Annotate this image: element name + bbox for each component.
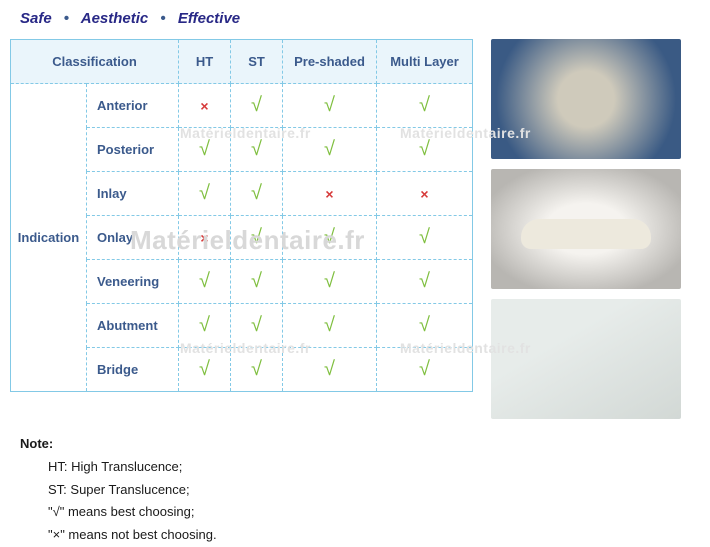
cross-icon: ×: [200, 230, 208, 246]
cell-st: √: [231, 216, 283, 260]
row-label: Veneering: [87, 260, 179, 304]
check-icon: √: [419, 314, 430, 336]
check-icon: √: [419, 138, 430, 160]
product-image-3: [491, 299, 681, 419]
cell-pre: √: [283, 128, 377, 172]
cell-multi: √: [377, 304, 473, 348]
check-icon: √: [199, 138, 210, 160]
check-icon: √: [419, 358, 430, 380]
check-icon: √: [324, 226, 335, 248]
check-icon: √: [419, 226, 430, 248]
check-icon: √: [251, 314, 262, 336]
check-icon: √: [251, 94, 262, 116]
row-label: Onlay: [87, 216, 179, 260]
col-st: ST: [231, 40, 283, 84]
cross-icon: ×: [420, 186, 428, 202]
main-content: Classification HT ST Pre-shaded Multi La…: [10, 39, 700, 419]
row-label: Inlay: [87, 172, 179, 216]
classification-table: Classification HT ST Pre-shaded Multi La…: [10, 39, 473, 392]
image-column: [491, 39, 700, 419]
note-line: HT: High Translucence;: [20, 456, 700, 479]
header-word-effective: Effective: [178, 10, 240, 27]
cell-st: √: [231, 348, 283, 392]
cell-pre: √: [283, 348, 377, 392]
col-classification: Classification: [11, 40, 179, 84]
check-icon: √: [324, 138, 335, 160]
row-label: Bridge: [87, 348, 179, 392]
header-word-safe: Safe: [20, 10, 52, 27]
cell-ht: ×: [179, 84, 231, 128]
cell-multi: √: [377, 348, 473, 392]
cell-multi: √: [377, 260, 473, 304]
cell-st: √: [231, 304, 283, 348]
check-icon: √: [324, 358, 335, 380]
col-multi: Multi Layer: [377, 40, 473, 84]
header-dot-icon: •: [160, 10, 165, 27]
cell-ht: √: [179, 128, 231, 172]
header-dot-icon: •: [64, 10, 69, 27]
check-icon: √: [251, 138, 262, 160]
cell-pre: √: [283, 304, 377, 348]
check-icon: √: [251, 358, 262, 380]
check-icon: √: [251, 270, 262, 292]
product-image-2: [491, 169, 681, 289]
note-line: "√" means best choosing;: [20, 501, 700, 524]
check-icon: √: [199, 182, 210, 204]
check-icon: √: [199, 314, 210, 336]
cell-multi: √: [377, 128, 473, 172]
row-label: Posterior: [87, 128, 179, 172]
check-icon: √: [419, 270, 430, 292]
cell-ht: √: [179, 260, 231, 304]
cross-icon: ×: [200, 98, 208, 114]
cell-st: √: [231, 260, 283, 304]
cell-ht: √: [179, 172, 231, 216]
header-tagline: Safe • Aesthetic • Effective: [10, 10, 700, 27]
cell-st: √: [231, 172, 283, 216]
cell-pre: √: [283, 260, 377, 304]
cell-pre: √: [283, 216, 377, 260]
note-line: ST: Super Translucence;: [20, 479, 700, 502]
check-icon: √: [324, 270, 335, 292]
notes-heading: Note:: [20, 433, 700, 456]
table-row: IndicationAnterior×√√√: [11, 84, 473, 128]
cell-st: √: [231, 84, 283, 128]
cell-ht: ×: [179, 216, 231, 260]
check-icon: √: [324, 94, 335, 116]
cell-st: √: [231, 128, 283, 172]
cell-ht: √: [179, 304, 231, 348]
row-label: Abutment: [87, 304, 179, 348]
check-icon: √: [199, 270, 210, 292]
product-image-1: [491, 39, 681, 159]
cell-multi: √: [377, 84, 473, 128]
cross-icon: ×: [325, 186, 333, 202]
col-ht: HT: [179, 40, 231, 84]
cell-multi: √: [377, 216, 473, 260]
cell-ht: √: [179, 348, 231, 392]
col-pre: Pre-shaded: [283, 40, 377, 84]
header-word-aesthetic: Aesthetic: [81, 10, 149, 27]
cell-multi: ×: [377, 172, 473, 216]
row-label: Anterior: [87, 84, 179, 128]
notes-section: Note: HT: High Translucence; ST: Super T…: [10, 433, 700, 547]
table-header-row: Classification HT ST Pre-shaded Multi La…: [11, 40, 473, 84]
check-icon: √: [251, 226, 262, 248]
classification-table-wrap: Classification HT ST Pre-shaded Multi La…: [10, 39, 473, 419]
check-icon: √: [324, 314, 335, 336]
cell-pre: ×: [283, 172, 377, 216]
cell-pre: √: [283, 84, 377, 128]
check-icon: √: [419, 94, 430, 116]
row-group-indication: Indication: [11, 84, 87, 392]
check-icon: √: [199, 358, 210, 380]
note-line: "×" means not best choosing.: [20, 524, 700, 547]
check-icon: √: [251, 182, 262, 204]
